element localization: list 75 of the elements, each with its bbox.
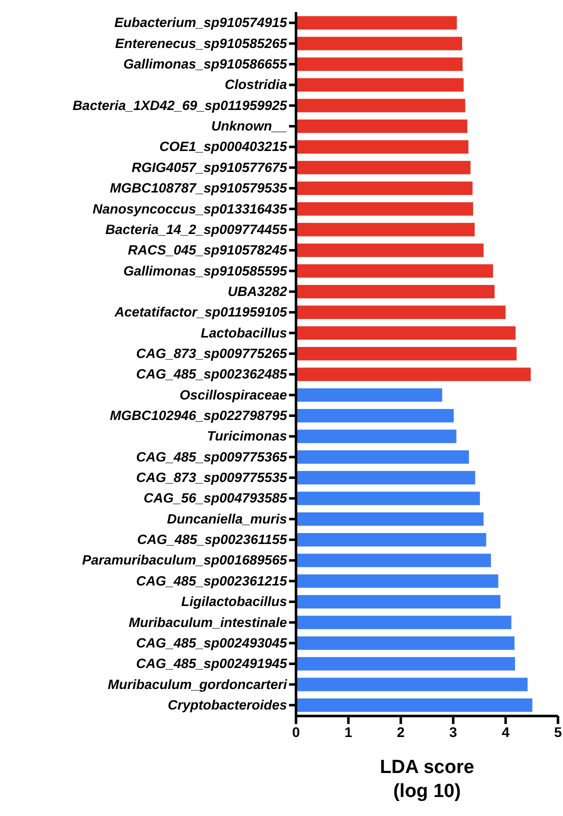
bar xyxy=(296,36,462,50)
bar xyxy=(296,574,498,588)
bar xyxy=(296,616,512,630)
bar xyxy=(296,182,473,195)
bar xyxy=(296,533,486,546)
y-tick-label: MGBC108787_sp910579535 xyxy=(110,180,288,196)
bar xyxy=(296,595,500,608)
y-tick-label: CAG_873_sp009775265 xyxy=(136,346,288,361)
bar xyxy=(296,492,480,506)
x-tick-label: 2 xyxy=(396,724,405,740)
y-tick-label: Acetatifactor_sp011959105 xyxy=(114,304,288,320)
x-axis-title: LDA score (log 10) xyxy=(380,757,474,802)
y-tick-label: RACS_045_sp910578245 xyxy=(128,242,288,258)
bar xyxy=(296,16,457,30)
y-tick-label: RGIG4057_sp910577675 xyxy=(132,160,288,175)
y-tick-label: Gallimonas_sp910585595 xyxy=(123,263,288,278)
bar xyxy=(296,120,468,133)
bar xyxy=(296,368,531,382)
y-tick-label: Enterenecus_sp910585265 xyxy=(115,36,288,51)
bar xyxy=(296,698,532,712)
y-tick-label: Muribaculum_intestinale xyxy=(128,614,288,630)
bar xyxy=(296,160,470,174)
bar xyxy=(296,326,516,340)
y-tick-label: Bacteria_1XD42_69_sp011959925 xyxy=(72,98,288,113)
bar xyxy=(296,512,484,526)
bar xyxy=(296,678,528,692)
x-tick-label: 0 xyxy=(292,724,300,740)
bar xyxy=(296,98,466,112)
y-tick-label: UBA3282 xyxy=(228,284,288,299)
bar xyxy=(296,346,517,360)
y-tick-label: Bacteria_14_2_sp009774455 xyxy=(105,222,288,237)
y-tick-label: Cryptobacteroides xyxy=(168,697,288,712)
bar xyxy=(296,244,484,258)
y-tick-label: Oscillospiraceae xyxy=(180,387,288,402)
bar xyxy=(296,430,456,444)
bar xyxy=(296,306,506,320)
y-tick-label: Turicimonas xyxy=(206,428,288,444)
y-tick-label: Lactobacillus xyxy=(200,325,288,340)
bar xyxy=(296,57,463,71)
y-tick-label: CAG_485_sp009775365 xyxy=(136,449,288,464)
bar xyxy=(296,470,476,484)
y-tick-label: CAG_485_sp002361155 xyxy=(137,532,288,548)
y-tick-label: Duncaniella_muris xyxy=(166,511,288,526)
y-tick-label: Paramuribaculum_sp001689565 xyxy=(82,552,288,568)
bar xyxy=(296,222,475,236)
y-tick-label: Unknown__ xyxy=(211,118,287,134)
y-tick-label: CAG_485_sp002362485 xyxy=(136,366,288,382)
y-tick-label: CAG_56_sp004793585 xyxy=(144,490,288,506)
x-tick-label: 5 xyxy=(554,724,562,740)
y-tick-label: Muribaculum_gordoncarteri xyxy=(108,676,288,692)
y-tick-label: CAG_873_sp009775535 xyxy=(136,470,288,486)
y-tick-label: COE1_sp000403215 xyxy=(159,139,288,154)
y-tick-label: Ligilactobacillus xyxy=(181,594,288,610)
bar xyxy=(296,408,454,422)
bar xyxy=(296,388,442,402)
bar xyxy=(296,554,491,568)
bar xyxy=(296,202,474,216)
y-tick-label: CAG_485_sp002493045 xyxy=(136,635,288,650)
bar xyxy=(296,284,495,298)
x-tick-label: 3 xyxy=(449,724,458,740)
bar xyxy=(296,657,516,671)
x-tick-label: 4 xyxy=(502,724,510,740)
y-tick-label: Eubacterium_sp910574915 xyxy=(114,15,288,30)
bar xyxy=(296,636,515,650)
x-tick-label: 1 xyxy=(344,724,352,740)
y-tick-label: CAG_485_sp002361215 xyxy=(136,573,288,588)
y-tick-label: MGBC102946_sp022798795 xyxy=(110,408,288,424)
y-tick-label: Clostridia xyxy=(224,77,288,92)
bar xyxy=(296,78,464,92)
bar xyxy=(296,450,469,464)
y-tick-label: CAG_485_sp002491945 xyxy=(136,656,288,672)
bar xyxy=(296,140,468,154)
y-tick-label: Gallimonas_sp910586655 xyxy=(123,56,288,72)
bar xyxy=(296,264,494,278)
y-tick-label: Nanosyncoccus_sp013316435 xyxy=(92,201,288,216)
